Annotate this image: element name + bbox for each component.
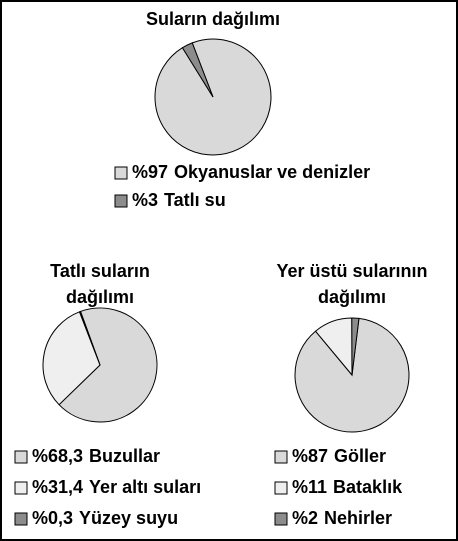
legend-value: %31,4 [32,477,83,497]
legend-label: Tatlı su [164,190,226,210]
legend-swatch [14,450,28,464]
legend-label: Yer altı suları [89,477,201,497]
legend-value: %87 [292,446,328,466]
pie-title: dağılımı [66,287,134,307]
pie-slice [42,311,101,406]
legend-value: %68,3 [32,446,83,466]
legend-swatch [114,194,128,208]
legend-value: %11 [292,477,327,497]
pie-slice [351,317,360,376]
pie-slice [58,307,158,423]
legend-label: Nehirler [324,508,392,528]
legend-value: %2 [292,508,318,528]
legend-label: Okyanuslar ve denizler [174,162,370,182]
legend-label: Göller [334,446,386,466]
legend-label: Yüzey suyu [79,508,178,528]
legend-value: %0,3 [32,508,73,528]
pie-title: Yer üstü sularının [276,261,427,281]
pie-title: Suların dağılımı [146,9,280,29]
legend-swatch [274,450,288,464]
legend-swatch [14,512,28,526]
legend-swatch [114,166,128,180]
legend-value: %3 [132,190,158,210]
pie-title: dağılımı [318,287,386,307]
pie-slice [78,310,101,366]
legend-swatch [274,481,288,495]
pie-title: Tatlı suların [50,261,150,281]
legend-label: Buzullar [89,446,160,466]
legend-label: Bataklık [333,477,403,497]
legend-swatch [14,481,28,495]
legend-value: %97 [132,162,168,182]
legend-swatch [274,512,288,526]
pie-slice [181,42,214,98]
